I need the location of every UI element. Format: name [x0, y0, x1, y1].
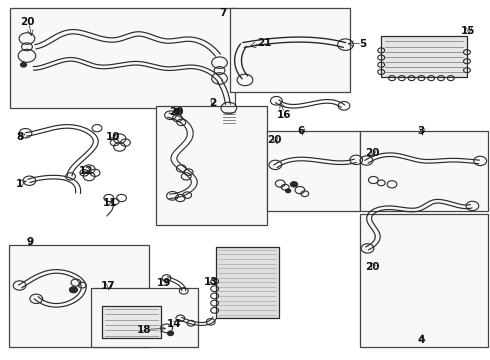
Text: 14: 14 — [167, 319, 181, 329]
Bar — [10, 8, 235, 108]
Text: 10: 10 — [105, 132, 120, 142]
Text: 17: 17 — [100, 281, 115, 291]
Circle shape — [21, 63, 26, 67]
Circle shape — [168, 331, 173, 336]
Bar — [102, 306, 161, 338]
Text: 21: 21 — [257, 38, 272, 48]
Text: 3: 3 — [418, 126, 425, 136]
Bar — [156, 106, 267, 225]
Text: 19: 19 — [157, 278, 172, 288]
Text: 13: 13 — [203, 276, 218, 287]
Text: 2: 2 — [210, 98, 217, 108]
Text: 20: 20 — [169, 107, 184, 117]
Text: 4: 4 — [417, 335, 425, 345]
Bar — [267, 131, 360, 211]
Bar — [216, 247, 279, 318]
Bar — [360, 131, 488, 211]
Circle shape — [291, 182, 297, 187]
Text: 20: 20 — [365, 262, 380, 272]
Text: 8: 8 — [16, 132, 23, 142]
Bar — [91, 288, 198, 347]
Bar — [9, 245, 149, 347]
Text: 20: 20 — [267, 135, 282, 145]
Text: 5: 5 — [359, 39, 366, 49]
Bar — [230, 8, 350, 92]
Text: 18: 18 — [137, 325, 152, 335]
Bar — [381, 36, 467, 77]
Bar — [360, 214, 488, 347]
Circle shape — [174, 108, 181, 113]
Circle shape — [286, 189, 291, 193]
Text: 9: 9 — [27, 237, 34, 247]
Text: 12: 12 — [78, 166, 93, 176]
Text: 15: 15 — [461, 26, 475, 36]
Text: 6: 6 — [298, 126, 305, 136]
Text: 11: 11 — [103, 198, 118, 208]
Text: 20: 20 — [20, 17, 34, 27]
Text: 16: 16 — [277, 110, 292, 120]
Text: 7: 7 — [219, 8, 227, 18]
Text: 1: 1 — [16, 179, 23, 189]
Text: 20: 20 — [365, 148, 380, 158]
Circle shape — [70, 287, 77, 293]
